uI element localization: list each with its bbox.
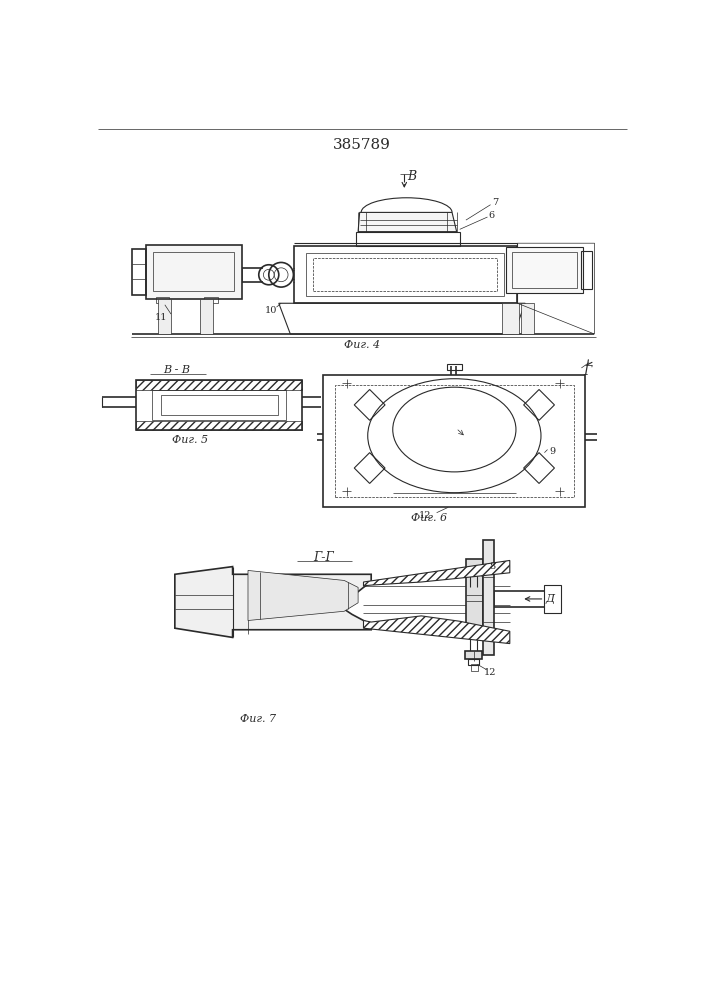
Text: Фиг. 5: Фиг. 5 <box>173 435 209 445</box>
Bar <box>544 585 561 613</box>
Bar <box>152 390 286 420</box>
Text: Фиг. 6: Фиг. 6 <box>411 513 447 523</box>
Text: 385789: 385789 <box>333 138 391 152</box>
Bar <box>136 380 302 389</box>
Bar <box>305 253 504 296</box>
Text: 6: 6 <box>489 211 494 220</box>
Polygon shape <box>363 616 510 644</box>
Bar <box>146 245 242 299</box>
Bar <box>512 252 577 288</box>
Bar <box>335 385 573 497</box>
Text: 12: 12 <box>419 511 431 520</box>
Text: Фиг. 4: Фиг. 4 <box>344 340 380 350</box>
Bar <box>153 252 234 291</box>
Text: 8: 8 <box>490 562 496 571</box>
Bar <box>132 249 146 295</box>
Text: 10: 10 <box>265 306 277 315</box>
Bar <box>294 246 518 303</box>
Bar <box>466 559 483 632</box>
Bar <box>161 395 278 415</box>
Bar <box>471 664 478 671</box>
Polygon shape <box>248 570 358 620</box>
Text: Г: Г <box>583 365 592 378</box>
Text: 11: 11 <box>155 313 168 322</box>
Text: 7: 7 <box>492 198 498 207</box>
Bar <box>483 540 493 655</box>
Text: Г-Г: Г-Г <box>313 551 334 564</box>
Bar <box>468 659 479 665</box>
Bar <box>581 251 592 289</box>
Bar <box>136 421 302 430</box>
Text: Д: Д <box>545 594 554 604</box>
Polygon shape <box>363 560 510 586</box>
Bar <box>136 380 302 430</box>
Bar <box>324 375 585 507</box>
Text: B - B: B - B <box>163 365 191 375</box>
Bar <box>356 232 460 246</box>
Bar <box>502 303 519 334</box>
Bar <box>521 303 534 334</box>
Bar <box>447 364 462 370</box>
Polygon shape <box>175 567 371 637</box>
Text: 12: 12 <box>484 668 497 677</box>
Bar <box>313 258 497 291</box>
Text: Фиг. 7: Фиг. 7 <box>240 714 276 724</box>
Text: B: B <box>407 170 416 183</box>
Bar <box>204 297 218 303</box>
Ellipse shape <box>393 387 516 472</box>
Bar <box>506 247 583 293</box>
Bar <box>158 299 171 334</box>
Text: 9: 9 <box>549 447 555 456</box>
Bar <box>465 651 482 659</box>
Bar <box>156 297 170 303</box>
Bar <box>200 299 214 334</box>
Polygon shape <box>358 212 457 232</box>
